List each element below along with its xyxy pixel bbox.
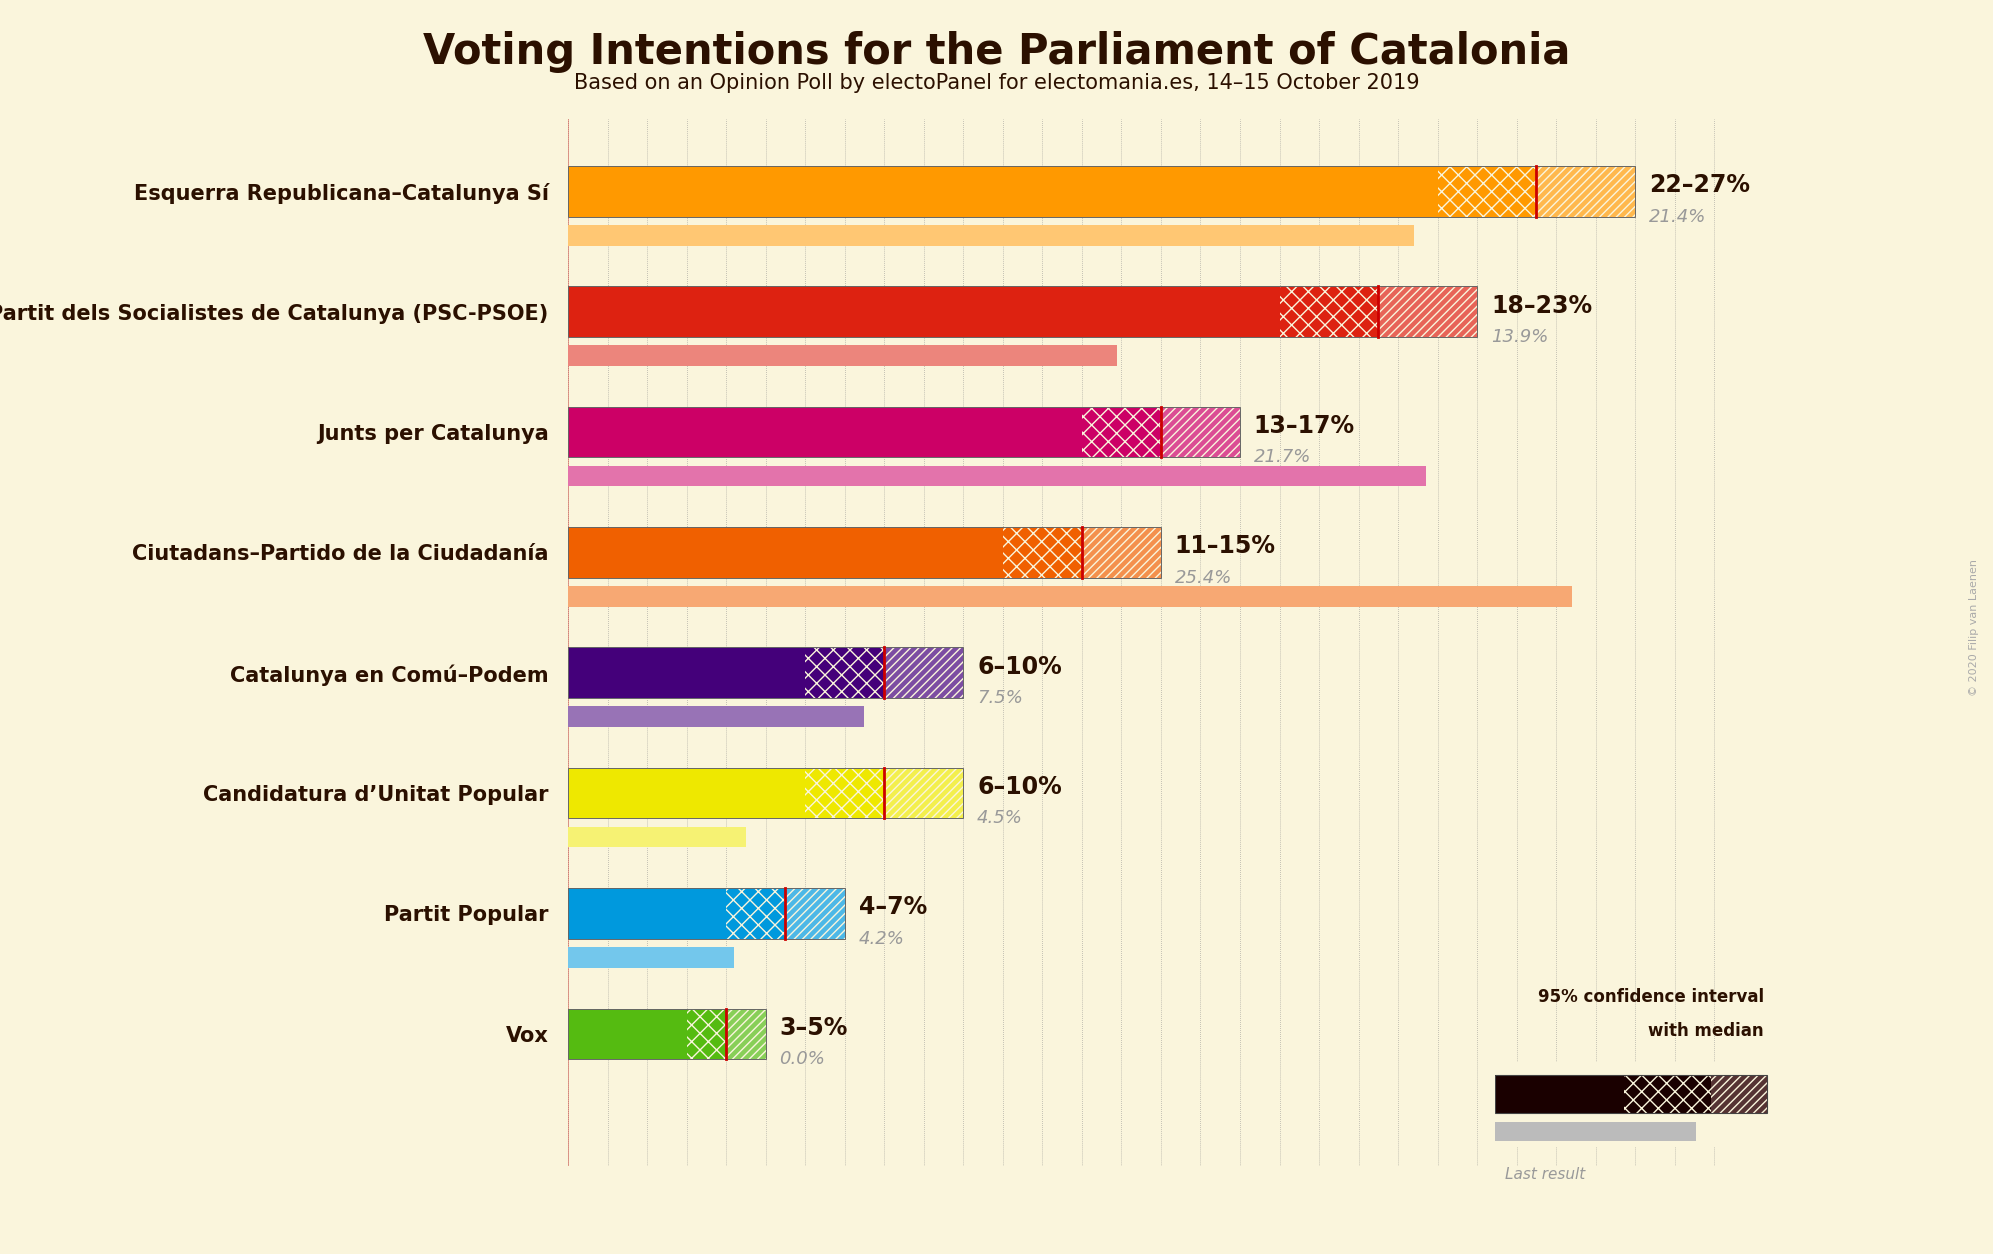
Bar xyxy=(1710,1076,1766,1112)
Bar xyxy=(1082,527,1160,578)
Bar xyxy=(805,767,885,819)
Text: 6–10%: 6–10% xyxy=(977,775,1062,799)
Bar xyxy=(568,586,1572,607)
Bar xyxy=(805,767,885,819)
Bar xyxy=(568,1008,686,1060)
Text: 22–27%: 22–27% xyxy=(1648,173,1750,197)
Text: 21.4%: 21.4% xyxy=(1648,208,1706,226)
Bar xyxy=(568,647,805,698)
Bar xyxy=(725,1008,765,1060)
Text: Based on an Opinion Poll by electoPanel for electomania.es, 14–15 October 2019: Based on an Opinion Poll by electoPanel … xyxy=(574,73,1419,93)
Text: 13–17%: 13–17% xyxy=(1254,414,1355,438)
Bar xyxy=(568,647,963,698)
Bar xyxy=(805,647,885,698)
Bar xyxy=(568,888,845,939)
Bar xyxy=(805,647,885,698)
Bar xyxy=(686,1008,725,1060)
Bar xyxy=(568,826,745,848)
Bar xyxy=(725,888,785,939)
Bar xyxy=(686,1008,725,1060)
Bar xyxy=(568,527,1160,578)
Bar xyxy=(1537,166,1634,217)
Bar xyxy=(785,888,845,939)
Text: 11–15%: 11–15% xyxy=(1174,534,1276,558)
Text: 7.5%: 7.5% xyxy=(977,688,1022,707)
Text: 95% confidence interval: 95% confidence interval xyxy=(1539,988,1764,1006)
Bar xyxy=(885,647,963,698)
Bar xyxy=(568,706,865,727)
Bar xyxy=(1437,166,1537,217)
Bar xyxy=(1624,1076,1710,1112)
Bar xyxy=(725,1008,765,1060)
Bar xyxy=(1280,286,1379,337)
Bar xyxy=(1379,286,1477,337)
Text: Voting Intentions for the Parliament of Catalonia: Voting Intentions for the Parliament of … xyxy=(423,31,1570,73)
Bar xyxy=(1082,406,1160,458)
Text: 4.5%: 4.5% xyxy=(977,809,1022,828)
Bar xyxy=(1082,527,1160,578)
Bar xyxy=(568,166,1437,217)
Bar xyxy=(568,286,1477,337)
Bar xyxy=(568,947,733,968)
Bar xyxy=(1537,166,1634,217)
Bar xyxy=(568,286,1280,337)
Bar xyxy=(1495,1076,1624,1112)
Text: 4–7%: 4–7% xyxy=(859,895,927,919)
Text: 25.4%: 25.4% xyxy=(1174,568,1232,587)
Text: 3–5%: 3–5% xyxy=(779,1016,847,1040)
Text: 21.7%: 21.7% xyxy=(1254,449,1311,466)
Bar xyxy=(1379,286,1477,337)
Text: 13.9%: 13.9% xyxy=(1491,329,1549,346)
Bar xyxy=(568,465,1425,487)
Text: © 2020 Filip van Laenen: © 2020 Filip van Laenen xyxy=(1969,558,1979,696)
Bar xyxy=(1437,166,1537,217)
Bar xyxy=(1002,527,1082,578)
Bar xyxy=(1495,1122,1696,1141)
Bar xyxy=(568,767,963,819)
Text: 18–23%: 18–23% xyxy=(1491,293,1592,317)
Bar xyxy=(568,527,1002,578)
Bar xyxy=(568,888,725,939)
Text: 0.0%: 0.0% xyxy=(779,1050,825,1068)
Bar xyxy=(885,767,963,819)
Bar xyxy=(568,406,1240,458)
Bar xyxy=(885,767,963,819)
Bar xyxy=(1002,527,1082,578)
Bar xyxy=(885,647,963,698)
Bar xyxy=(568,224,1413,246)
Text: 6–10%: 6–10% xyxy=(977,655,1062,678)
Bar xyxy=(1160,406,1240,458)
Bar xyxy=(725,888,785,939)
Text: with median: with median xyxy=(1648,1022,1764,1040)
Bar xyxy=(1280,286,1379,337)
Text: 4.2%: 4.2% xyxy=(859,929,905,948)
Text: Last result: Last result xyxy=(1505,1167,1584,1183)
Bar xyxy=(1160,406,1240,458)
Bar xyxy=(568,767,805,819)
Bar xyxy=(1495,1076,1766,1112)
Bar xyxy=(1082,406,1160,458)
Bar xyxy=(568,166,1634,217)
Bar xyxy=(568,406,1082,458)
Bar xyxy=(785,888,845,939)
Bar xyxy=(568,345,1118,366)
Bar xyxy=(568,1008,765,1060)
